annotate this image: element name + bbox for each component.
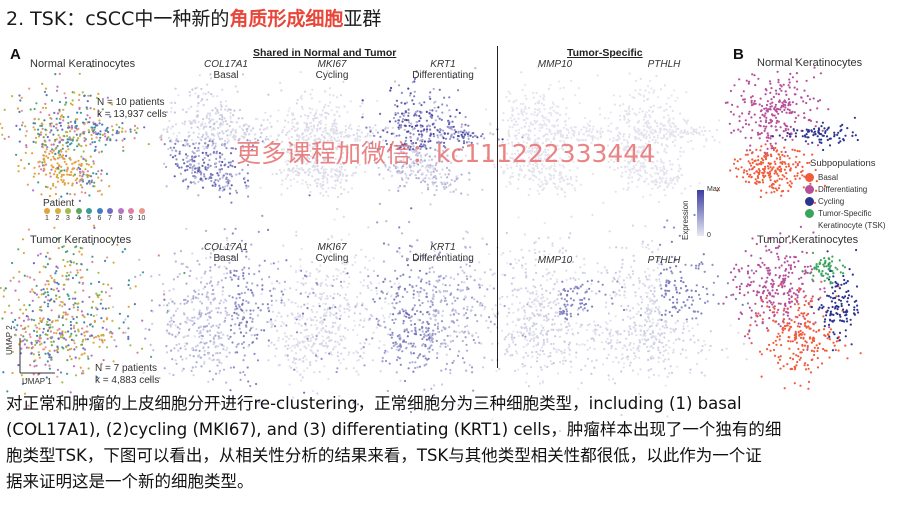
expression-max-label: Max xyxy=(707,186,721,193)
tumor-patient-umap xyxy=(0,199,186,429)
panel-b-letter: B xyxy=(733,46,744,63)
header-tumor-specific: Tumor-Specific xyxy=(567,47,643,59)
patient-legend-item: 5 xyxy=(84,208,94,222)
slide-title: 2. TSK：cSCC中一种新的角质形成细胞亚群 xyxy=(6,4,381,31)
patient-number: 2 xyxy=(55,215,60,222)
watermark-text: 更多课程加微信：kc111222333444 xyxy=(236,139,656,168)
gene-label-mmp10-top: MMP10 xyxy=(537,59,573,70)
gene-expression-umap-normal-2 xyxy=(256,70,396,199)
gene-expression-umap-normal-1 xyxy=(159,61,280,204)
gene-expression-umap-normal-3 xyxy=(361,67,524,197)
normal-stats-n: N = 10 patients xyxy=(97,97,165,108)
patient-dot-icon xyxy=(54,208,61,214)
b-tumor-title: Tumor Keratinocytes xyxy=(757,234,859,246)
subpop-legend-title: Subpopulations xyxy=(810,158,876,169)
gene-label-krt1-bottom: KRT1 Differentiating xyxy=(412,242,474,264)
patient-number: 10 xyxy=(137,215,146,222)
gene-label-mki67-bottom: MKI67 Cycling xyxy=(315,242,349,264)
tumor-keratinocytes-title: Tumor Keratinocytes xyxy=(30,234,132,246)
patient-dot-icon xyxy=(117,208,124,214)
subpop-item-basal: Basal xyxy=(805,172,886,184)
gene-label-col17a1-top: COL17A1 Basal xyxy=(204,59,248,81)
patient-number: 7 xyxy=(108,215,112,222)
normal-patient-umap xyxy=(0,65,163,198)
tumor-stats-n: N = 7 patients xyxy=(95,363,157,374)
gene-expression-umap-normal-5 xyxy=(558,72,721,204)
title-suffix: 亚群 xyxy=(343,8,382,30)
patient-number: 8 xyxy=(118,215,123,222)
b-normal-title: Normal Keratinocytes xyxy=(757,57,863,69)
patient-number: 6 xyxy=(97,215,102,222)
normal-stats-k: k = 13,937 cells xyxy=(97,109,167,120)
expression-min-label: 0 xyxy=(707,232,711,239)
gene-expression-umap-tumor-5 xyxy=(551,213,759,418)
cycling-dot-icon xyxy=(805,197,814,207)
paragraph-line-2: (COL17A1), (2)cycling (MKI67), and (3) d… xyxy=(6,420,782,439)
differentiating-dot-icon xyxy=(805,185,814,195)
tsk-dot-icon xyxy=(805,209,814,219)
gene-expression-umap-tumor-3 xyxy=(303,202,532,414)
patient-legend-item: 3 xyxy=(63,208,73,222)
gene-expression-umap-tumor-1 xyxy=(95,194,335,451)
panel-a-letter: A xyxy=(10,46,21,63)
patient-dot-icon xyxy=(107,208,113,214)
gene-label-krt1-top: KRT1 Differentiating xyxy=(412,59,474,81)
umap2-label: UMAP 2 xyxy=(5,325,14,355)
patient-number: 4 xyxy=(76,215,81,222)
header-shared: Shared in Normal and Tumor xyxy=(253,47,397,59)
patient-legend-item: 8 xyxy=(116,208,126,222)
gene-label-col17a1-bottom: COL17A1 Basal xyxy=(204,242,248,264)
patient-legend-item: 7 xyxy=(105,208,115,222)
b-tumor-subpop-umap xyxy=(722,225,862,390)
tumor-stats-k: k = 4,883 cells xyxy=(95,375,160,386)
patient-legend-item: 10 xyxy=(137,208,147,222)
patient-legend-item: 4 xyxy=(74,208,84,222)
patient-dot-icon xyxy=(138,208,145,214)
gene-label-mmp10-bottom: MMP10 xyxy=(537,255,573,266)
patient-dot-icon xyxy=(75,208,82,214)
normal-keratinocytes-title: Normal Keratinocytes xyxy=(30,58,136,70)
patient-number: 5 xyxy=(87,215,91,222)
subpop-item-tsk-line2: Keratinocyte (TSK) xyxy=(818,221,886,230)
patient-number: 3 xyxy=(66,215,70,222)
subpop-legend: Basal Differentiating Cycling Tumor-Spec… xyxy=(805,172,886,232)
paragraph-line-1: 对正常和肿瘤的上皮细胞分开进行re-clustering，正常细胞分为三种细胞类… xyxy=(6,394,742,413)
gene-label-pthlh-bottom: PTHLH xyxy=(647,255,681,266)
patient-dot-icon xyxy=(44,208,50,214)
paragraph-line-4: 据来证明这是一个新的细胞类型。 xyxy=(6,472,254,491)
section-divider xyxy=(497,46,498,368)
umap1-label: UMAP 1 xyxy=(22,377,52,386)
subpop-item-differentiating: Differentiating xyxy=(805,184,886,196)
description-paragraph: 对正常和肿瘤的上皮细胞分开进行re-clustering，正常细胞分为三种细胞类… xyxy=(6,391,906,495)
umap-axes xyxy=(19,338,55,374)
patient-legend-item: 2 xyxy=(53,208,63,222)
patient-number: 1 xyxy=(45,215,49,222)
patient-legend: 1 2 3 4 5 6 7 8 9 10 xyxy=(42,208,162,230)
paragraph-line-3: 胞类型TSK，下图可以看出，从相关性分析的结果来看，TSK与其他类型相关性都很低… xyxy=(6,446,762,465)
patient-dot-icon xyxy=(128,208,134,214)
gene-expression-umap-normal-4 xyxy=(485,66,621,198)
expression-colorbar xyxy=(697,190,704,236)
gene-label-pthlh-top: PTHLH xyxy=(647,59,681,70)
patient-dot-icon xyxy=(96,208,103,214)
patient-legend-title: Patient xyxy=(43,198,75,209)
b-normal-subpop-umap xyxy=(716,58,859,204)
subpop-item-tsk: Tumor-Specific xyxy=(805,208,886,220)
patient-legend-item: 6 xyxy=(95,208,105,222)
title-highlight: 角质形成细胞 xyxy=(229,8,344,30)
expression-axis-label: Expression xyxy=(681,200,690,240)
patient-dot-icon xyxy=(65,208,71,214)
title-prefix: 2. TSK：cSCC中一种新的 xyxy=(6,8,230,30)
gene-expression-umap-tumor-2 xyxy=(237,207,446,406)
patient-legend-item: 1 xyxy=(42,208,52,222)
patient-legend-item: 9 xyxy=(126,208,136,222)
basal-dot-icon xyxy=(805,173,814,183)
gene-label-mki67-top: MKI67 Cycling xyxy=(315,59,349,81)
patient-dot-icon xyxy=(86,208,92,214)
patient-number: 9 xyxy=(129,215,133,222)
subpop-item-cycling: Cycling xyxy=(805,196,886,208)
